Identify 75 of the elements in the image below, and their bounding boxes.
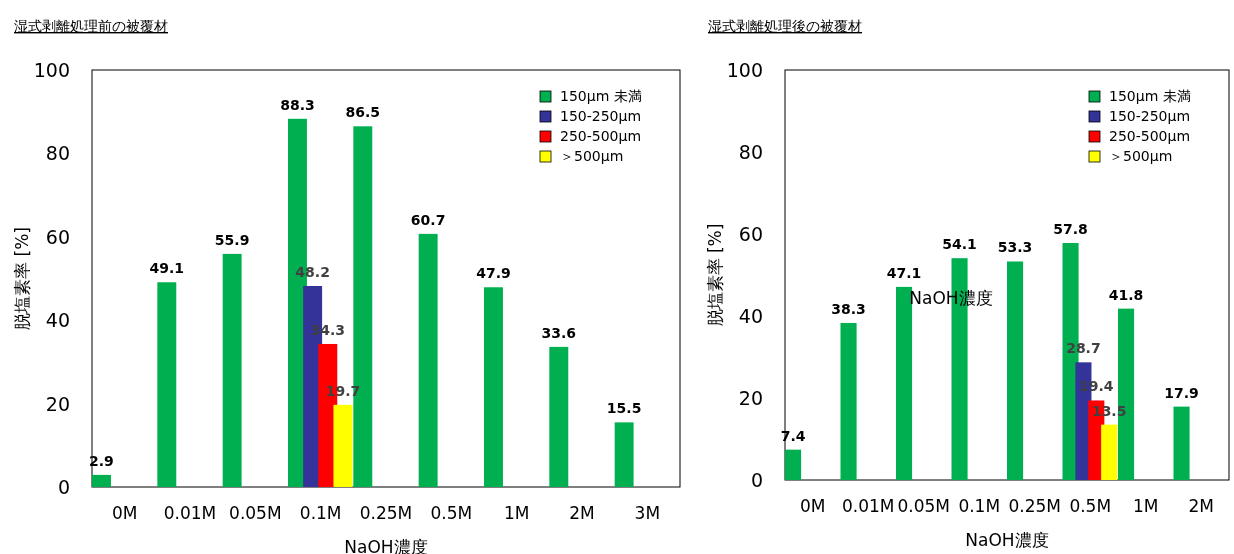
data-label: 57.8 bbox=[1053, 221, 1088, 238]
data-label: 47.1 bbox=[886, 264, 922, 281]
data-label: 38.3 bbox=[831, 300, 866, 317]
legend-label: 150-250μm bbox=[1109, 108, 1191, 124]
y-tick-label: 40 bbox=[45, 309, 70, 332]
data-label: 49.1 bbox=[149, 260, 185, 277]
x-tick-label: 0.25M bbox=[359, 503, 413, 523]
bar bbox=[614, 422, 634, 487]
data-label: 15.5 bbox=[606, 400, 642, 417]
bar bbox=[484, 287, 503, 487]
bar bbox=[1101, 424, 1118, 480]
y-axis-title: 脱塩素率 [%] bbox=[12, 227, 32, 330]
legend-label: ＞500μm bbox=[1109, 148, 1173, 164]
legend-label: ＞500μm bbox=[560, 148, 624, 164]
data-label: 41.8 bbox=[1108, 286, 1144, 303]
x-axis-title: NaOH濃度 bbox=[965, 530, 1049, 550]
data-label: 17.9 bbox=[1164, 384, 1199, 401]
x-tick-label: 0M bbox=[800, 496, 826, 516]
y-tick-label: 0 bbox=[750, 469, 763, 491]
bar bbox=[1173, 406, 1190, 480]
x-tick-label: 2M bbox=[1188, 496, 1214, 516]
data-label: 13.5 bbox=[1091, 402, 1127, 419]
x-tick-label: 0.1M bbox=[299, 503, 342, 523]
data-label: 55.9 bbox=[214, 231, 250, 248]
x-tick-label: 0.25M bbox=[1008, 496, 1062, 516]
y-tick-label: 60 bbox=[45, 225, 70, 248]
y-tick-label: 80 bbox=[45, 142, 70, 165]
x-tick-label: 3M bbox=[634, 503, 661, 523]
legend-label: 150μm 未満 bbox=[560, 88, 642, 104]
y-tick-label: 100 bbox=[33, 59, 70, 81]
data-label: 19.7 bbox=[325, 382, 361, 399]
y-tick-label: 100 bbox=[726, 59, 763, 81]
bar bbox=[840, 322, 857, 480]
x-tick-label: 0.01M bbox=[841, 496, 895, 516]
bar bbox=[418, 233, 438, 487]
data-label: 88.3 bbox=[280, 96, 315, 113]
y-tick-label: 60 bbox=[738, 223, 763, 245]
bar bbox=[785, 449, 802, 480]
bar bbox=[333, 404, 353, 487]
y-tick-label: 0 bbox=[57, 476, 70, 498]
chart-title: 湿式剥離処理後の被覆材 bbox=[708, 18, 862, 34]
bar bbox=[1007, 261, 1024, 480]
legend-label: 150-250μm bbox=[560, 108, 642, 124]
bar bbox=[92, 474, 111, 487]
x-tick-label: 2M bbox=[569, 503, 595, 523]
data-label: 60.7 bbox=[410, 211, 446, 228]
data-label: 54.1 bbox=[942, 236, 977, 253]
data-label: 33.6 bbox=[541, 324, 577, 341]
y-tick-label: 20 bbox=[45, 392, 70, 415]
x-tick-label: 0.01M bbox=[163, 503, 217, 523]
bar bbox=[896, 286, 913, 480]
x-tick-label: 0.5M bbox=[430, 503, 473, 523]
data-label: 2.9 bbox=[89, 452, 114, 469]
bar bbox=[549, 346, 569, 487]
legend-label: 250-500μm bbox=[560, 128, 642, 144]
x-tick-label: 0.1M bbox=[958, 496, 1001, 516]
legend-label: 250-500μm bbox=[1109, 128, 1191, 144]
y-tick-label: 40 bbox=[738, 305, 763, 327]
bar bbox=[157, 282, 177, 487]
chart-title: 湿式剥離処理前の被覆材 bbox=[14, 18, 168, 34]
x-tick-label: 1M bbox=[503, 503, 530, 523]
legend-label: 150μm 未満 bbox=[1109, 88, 1191, 104]
data-label: 86.5 bbox=[345, 104, 381, 121]
y-tick-label: 80 bbox=[738, 141, 763, 163]
data-label: 7.4 bbox=[780, 427, 806, 444]
x-tick-label: 0.05M bbox=[229, 503, 282, 523]
y-tick-label: 20 bbox=[738, 387, 763, 409]
x-tick-label: 0.5M bbox=[1069, 496, 1112, 516]
x-tick-label: 0M bbox=[111, 503, 138, 523]
data-label: 53.3 bbox=[997, 239, 1033, 256]
bar bbox=[222, 253, 242, 487]
y-axis-title: 脱塩素率 [%] bbox=[705, 223, 725, 327]
x-tick-label: 1M bbox=[1133, 496, 1159, 516]
x-tick-label: 0.05M bbox=[897, 496, 951, 516]
data-label: 47.9 bbox=[476, 265, 511, 282]
